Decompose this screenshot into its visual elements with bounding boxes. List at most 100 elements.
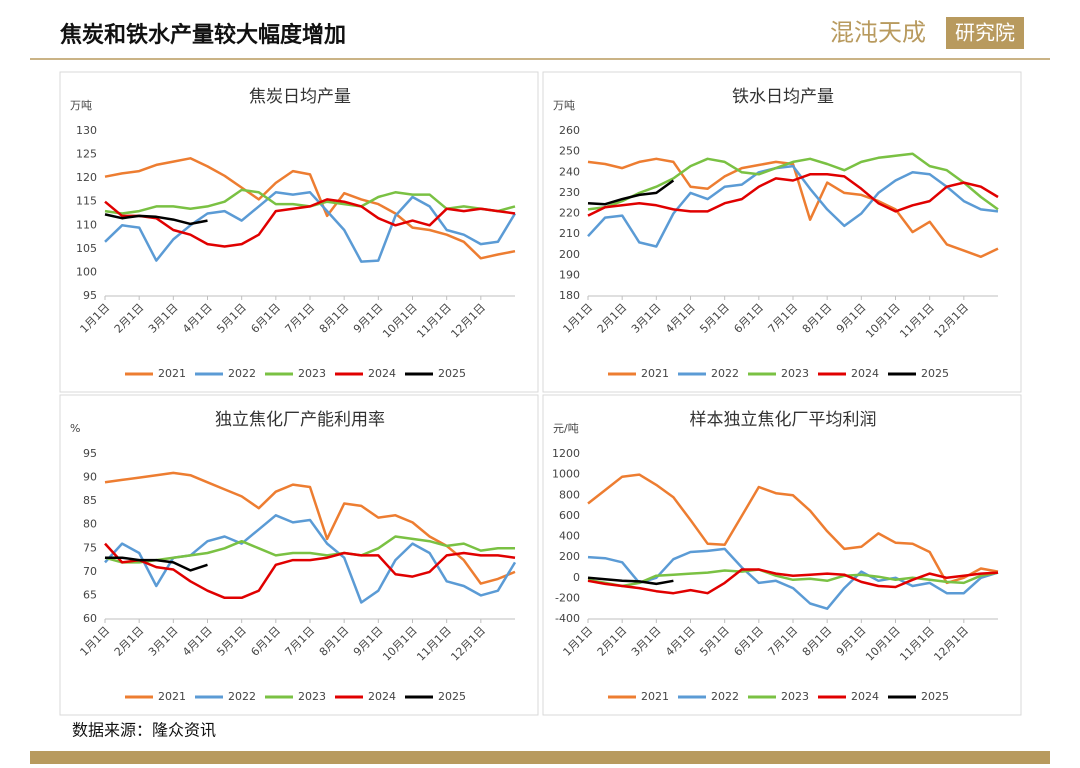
x-tick-label: 10月1日 [863,624,903,664]
legend-label: 2022 [228,367,256,380]
series-line [587,547,999,610]
legend-label: 2022 [228,690,256,703]
legend-label: 2024 [368,690,396,703]
y-axis-label: % [70,422,80,435]
x-tick-label: 5月1日 [697,301,732,336]
legend-label: 2025 [438,367,466,380]
source: 数据来源：隆众资讯 [72,721,216,740]
chart-title: 铁水日均产量 [732,87,834,107]
y-tick-label: 130 [76,124,97,137]
x-tick-label: 7月1日 [283,301,318,336]
x-tick-label: 8月1日 [317,624,352,659]
x-tick-label: 7月1日 [766,624,801,659]
x-tick-label: 10月1日 [380,624,420,664]
x-tick-label: 8月1日 [800,301,835,336]
series-line [587,152,999,211]
series-line [104,157,516,260]
y-tick-label: 0 [573,571,580,584]
x-tick-label: 12月1日 [931,301,971,341]
legend-label: 2021 [158,690,186,703]
series-line [587,473,999,585]
y-tick-label: 1000 [552,468,580,481]
series-line [587,157,999,259]
x-tick-label: 11月1日 [897,624,937,664]
legend-label: 2024 [851,367,879,380]
y-tick-label: 115 [76,195,97,208]
legend-label: 2023 [298,367,326,380]
series-line [587,568,999,595]
y-tick-label: 105 [76,242,97,255]
y-tick-label: 190 [559,268,580,281]
series-line [105,556,208,572]
x-tick-label: 3月1日 [629,624,664,659]
chart-panel: 独立焦化厂产能利用率% 60 65 70 75 80 85 90 95 1月1日 2月1日 3月1日 4… [59,394,539,716]
series-line [587,179,675,206]
y-tick-label: 220 [559,207,580,220]
series-line [104,213,208,226]
footer-bar [30,751,1050,764]
x-tick-label: 4月1日 [180,624,215,659]
x-tick-label: 1月1日 [78,301,113,336]
y-tick-label: 240 [559,165,580,178]
legend-label: 2023 [781,690,809,703]
x-tick-label: 1月1日 [561,301,596,336]
series-line [104,535,515,564]
legend-label: 2021 [158,367,186,380]
x-tick-label: 4月1日 [663,301,698,336]
y-tick-label: 90 [83,471,97,484]
panel-border [59,71,539,393]
y-tick-label: 125 [76,148,97,161]
x-tick-label: 12月1日 [448,624,488,664]
legend-label: 2024 [368,367,396,380]
x-tick-label: 11月1日 [414,301,454,341]
legend-label: 2025 [921,367,949,380]
y-tick-label: 75 [83,541,97,554]
y-tick-label: 1200 [552,447,580,460]
panel-border [542,394,1022,716]
y-tick-label: 210 [559,227,580,240]
y-tick-label: 800 [559,488,580,501]
y-tick-label: 180 [559,289,580,302]
y-tick-label: 230 [559,186,580,199]
x-tick-label: 1月1日 [78,624,113,659]
y-axis-label: 万吨 [553,99,575,112]
x-tick-label: 5月1日 [214,624,249,659]
legend-label: 2025 [921,690,949,703]
legend-label: 2022 [711,367,739,380]
x-tick-label: 6月1日 [248,301,283,336]
series-line [104,542,516,600]
x-tick-label: 5月1日 [214,301,249,336]
x-tick-label: 7月1日 [766,301,801,336]
legend-label: 2021 [641,690,669,703]
y-tick-label: -400 [555,612,580,625]
y-tick-label: 200 [559,248,580,261]
series-line [104,191,517,263]
logo-box [946,17,1024,49]
legend-label: 2021 [641,367,669,380]
y-tick-label: 95 [83,447,97,460]
x-tick-label: 10月1日 [380,301,420,341]
y-tick-label: -200 [555,591,580,604]
y-tick-label: 600 [559,509,580,522]
x-tick-label: 1月1日 [561,624,596,659]
y-tick-label: 70 [83,565,97,578]
y-tick-label: 110 [76,218,97,231]
chart-title: 独立焦化厂产能利用率 [215,410,385,430]
x-tick-label: 7月1日 [283,624,318,659]
x-tick-label: 12月1日 [931,624,971,664]
x-tick-label: 6月1日 [731,624,766,659]
x-tick-label: 8月1日 [317,301,352,336]
legend-label: 2023 [781,367,809,380]
series-line [104,198,516,248]
panel-border [59,394,539,716]
x-tick-label: 3月1日 [146,301,181,336]
panel-border [542,71,1022,393]
y-tick-label: 65 [83,588,97,601]
y-axis-label: 元/吨 [553,422,579,435]
y-tick-label: 60 [83,612,97,625]
chart-title: 样本独立焦化厂平均利润 [690,410,877,430]
